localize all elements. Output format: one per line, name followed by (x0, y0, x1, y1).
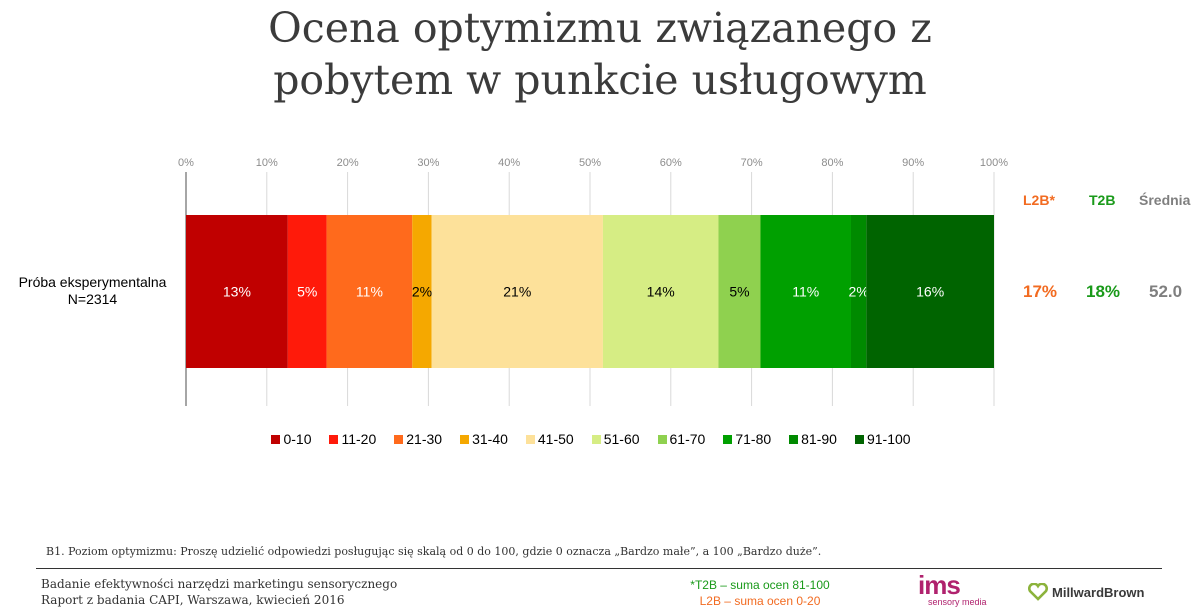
data-label: 11% (792, 284, 819, 300)
legend-label: 11-20 (341, 431, 377, 447)
legend-swatch (394, 434, 404, 444)
data-label: 13% (223, 284, 251, 300)
bar-segment (287, 215, 327, 368)
bar-segment (866, 215, 994, 368)
legend-label: 41-50 (537, 431, 574, 447)
stacked-bar-chart: 0% 10% 20% 30% 40% 50% 60% 70% 80% 90% 100% 13% 5% 11… (178, 157, 1008, 406)
ims-logo-subtitle: sensory media (928, 597, 987, 607)
legend-label: 81-90 (801, 431, 837, 447)
legend-swatch (657, 434, 667, 444)
legend-swatch (329, 434, 339, 444)
x-tick-label: 40% (498, 157, 520, 169)
mean-value: 52.0 (1149, 282, 1183, 301)
bar-segment (412, 215, 432, 368)
note-t2b: *T2B – suma ocen 81-100 (690, 578, 830, 592)
legend-item: 91-100 (854, 431, 911, 447)
bar-segment (760, 215, 851, 368)
data-label: 2% (849, 284, 869, 300)
l2b-value: 17% (1023, 282, 1058, 301)
millwardbrown-logo: MillwardBrown (1028, 583, 1144, 601)
legend-label: 71-80 (735, 431, 772, 447)
legend-label: 21-30 (406, 431, 443, 447)
ims-logo: ims sensory media (918, 570, 998, 608)
page-title: Ocena optymizmu związanego z pobytem w p… (268, 4, 932, 104)
data-label: 5% (729, 284, 749, 300)
chart-legend: 0-10 11-20 21-30 31-40 41-50 51-60 61-70 71-80 8… (186, 431, 996, 447)
legend-item: 81-90 (789, 431, 837, 447)
footer-source: Badanie efektywności narzędzi marketingu… (41, 576, 397, 608)
millwardbrown-logo-text: MillwardBrown (1052, 584, 1145, 600)
row-label-name: Próba eksperymentalna (18, 274, 167, 290)
legend-item: 11-20 (329, 431, 376, 447)
legend-swatch (723, 434, 733, 444)
ims-logo-mark: ims (918, 570, 961, 600)
legend-item: 51-60 (591, 431, 640, 447)
x-tick-label: 50% (579, 157, 601, 169)
legend-label: 0-10 (283, 431, 312, 447)
x-tick-label: 30% (417, 157, 439, 169)
x-tick-label: 60% (660, 157, 682, 169)
l2b-header: L2B* (1023, 192, 1055, 208)
row-label-sample: N=2314 (67, 291, 118, 307)
bar-segment (186, 215, 288, 368)
note-l2b: L2B – suma ocen 0-20 (699, 594, 821, 608)
x-tick-label: 90% (902, 157, 924, 169)
legend-item: 71-80 (723, 431, 771, 447)
legend-swatch (591, 434, 601, 444)
t2b-value: 18% (1086, 282, 1121, 301)
legend-item: 61-70 (657, 431, 706, 447)
footer-study-name: Badanie efektywności narzędzi marketingu… (41, 577, 398, 591)
legend-item: 31-40 (460, 431, 508, 447)
row-label: Próba eksperymentalna N=2314 (0, 274, 185, 308)
data-label: 11% (356, 284, 383, 300)
x-tick-label: 10% (256, 157, 278, 169)
footer-notes: *T2B – suma ocen 81-100 L2B – suma ocen … (610, 577, 910, 609)
mean-header: Średnia (1139, 192, 1191, 208)
legend-swatch (271, 434, 281, 444)
bar-segment (431, 215, 603, 368)
question-footnote: B1. Poziom optymizmu: Proszę udzielić od… (46, 545, 822, 558)
x-tick-label: 20% (337, 157, 359, 169)
data-label: 5% (297, 284, 317, 300)
legend-swatch (460, 434, 470, 444)
footer-report-info: Raport z badania CAPI, Warszawa, kwiecie… (41, 593, 345, 607)
bar-segment (602, 215, 719, 368)
legend-label: 31-40 (472, 431, 508, 447)
legend-item: 41-50 (525, 431, 574, 447)
legend-swatch (525, 434, 535, 444)
legend-swatch (854, 434, 864, 444)
bar-segment (718, 215, 761, 368)
bar-segment (850, 215, 867, 368)
data-label: 2% (412, 284, 432, 300)
legend-swatch (789, 434, 799, 444)
data-label: 21% (503, 284, 531, 300)
footer-divider (36, 568, 1162, 569)
legend-label: 61-70 (669, 431, 706, 447)
legend-label: 91-100 (866, 431, 911, 447)
data-label: 16% (916, 284, 944, 300)
x-tick-label: 80% (821, 157, 843, 169)
legend-label: 51-60 (603, 431, 640, 447)
t2b-header: T2B (1089, 192, 1116, 208)
x-tick-label: 0% (178, 157, 194, 169)
bar-segment (326, 215, 413, 368)
data-label: 14% (647, 284, 675, 300)
heart-icon (1028, 583, 1048, 601)
x-tick-label: 100% (980, 157, 1008, 169)
legend-item: 21-30 (394, 431, 442, 447)
legend-item: 0-10 (271, 431, 311, 447)
x-tick-label: 70% (741, 157, 763, 169)
